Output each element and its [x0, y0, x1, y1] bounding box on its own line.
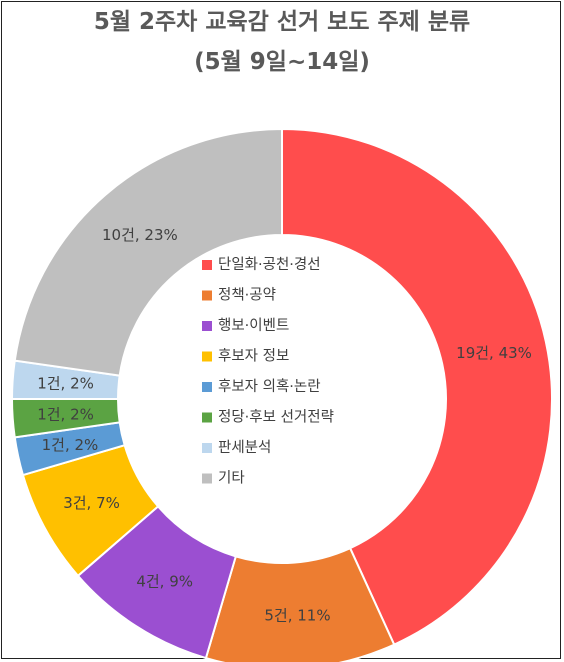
legend-label-6: 정당·후보 선거전략 [218, 409, 334, 426]
legend-label-1: 단일화·공천·경선 [218, 256, 321, 273]
legend-label-5: 후보자 의혹·논란 [218, 377, 321, 395]
slice-label-2: 5건, 11% [264, 606, 330, 624]
legend-swatch-1 [202, 260, 212, 270]
slice-label-1: 19건, 43% [456, 344, 532, 362]
legend-swatch-2 [202, 290, 212, 301]
slice-label-7: 1건, 2% [37, 375, 94, 393]
slice-label-3: 4건, 9% [136, 573, 193, 591]
chart-subtitle: (5월 9일~14일) [194, 49, 370, 75]
chart-title: 5월 2주차 교육감 선거 보도 주제 분류 [93, 9, 471, 35]
slice-1 [281, 127, 553, 646]
legend-swatch-7 [202, 443, 212, 453]
legend-swatch-3 [202, 321, 212, 331]
legend-label-8: 기타 [218, 470, 245, 487]
slice-8 [13, 127, 283, 377]
legend-label-4: 후보자 정보 [218, 348, 289, 365]
slice-label-6: 1건, 2% [37, 405, 94, 423]
legend-label-2: 정책·공약 [218, 287, 276, 304]
legend-swatch-4 [202, 351, 212, 362]
slice-labels: 19건, 43% 5건, 11% 4건, 9% 3건, 7% 1건, 2% 1건, 2% 1… [37, 226, 532, 624]
slices [10, 127, 553, 662]
legend-swatch-8 [202, 473, 212, 484]
legend-swatch-5 [202, 382, 212, 392]
slice-label-5: 1건, 2% [42, 436, 99, 454]
legend-label-3: 행보·이벤트 [218, 317, 289, 334]
legend-label-7: 판세분석 [218, 439, 271, 456]
slice-label-4: 3건, 7% [63, 494, 120, 512]
slice-label-8: 10건, 23% [102, 226, 178, 244]
legend-swatch-6 [202, 412, 212, 423]
